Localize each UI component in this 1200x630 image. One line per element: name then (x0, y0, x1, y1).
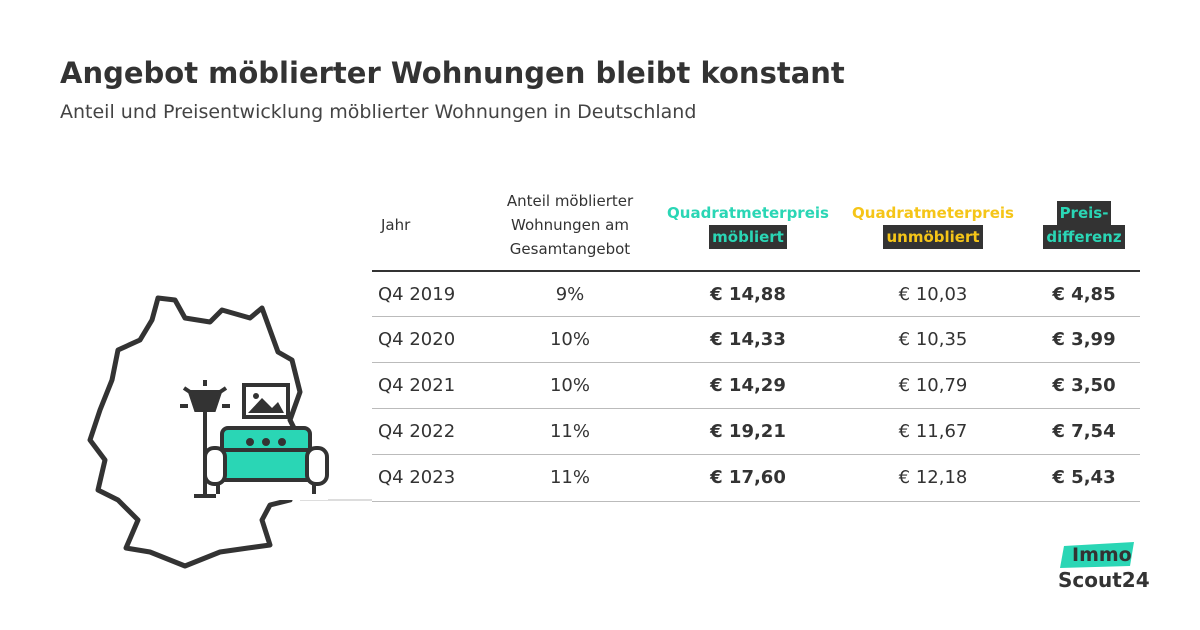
column-header: Quadratmeterpreis unmöbliert (838, 180, 1028, 270)
table-cell: € 3,50 (1052, 375, 1116, 396)
table-cell: 11% (549, 421, 590, 442)
column-header: Anteil möblierter Wohnungen am Gesamtangeb… (482, 180, 658, 270)
table-row: Q4 2019 9% € 14,88 € 10,03 € 4,85 (372, 270, 1140, 318)
table-cell: € 4,85 (1052, 284, 1116, 305)
table-row: Q4 2020 10% € 14,33 € 10,35 € 3,99 (372, 316, 1140, 363)
logo-top: Immo (1072, 544, 1132, 566)
table-cell: € 10,35 (898, 329, 968, 350)
table-cell: 10% (549, 375, 590, 396)
table-cell: € 17,60 (710, 467, 786, 488)
table-cell: Q4 2020 (378, 329, 456, 350)
table-cell: € 7,54 (1052, 421, 1116, 442)
header-line: Jahr (381, 216, 411, 234)
column-header: Quadratmeterpreis möbliert (658, 180, 838, 270)
column-header: Preis-differenz (1028, 180, 1140, 270)
table-cell: € 3,99 (1052, 329, 1116, 350)
logo-badge (1060, 542, 1134, 568)
title: Angebot möblierter Wohnungen bleibt kons… (60, 56, 845, 90)
header-line: Gesamtangebot (509, 240, 631, 258)
table-cell: Q4 2023 (378, 467, 456, 488)
table-cell: € 14,88 (710, 284, 786, 305)
header-line: unmöbliert (883, 225, 983, 249)
header-line: differenz (1043, 225, 1125, 249)
table-cell: € 5,43 (1052, 467, 1116, 488)
table-cell: € 10,03 (898, 284, 968, 305)
header-line: Anteil möblierter (506, 192, 634, 210)
sofa (203, 426, 329, 494)
table-cell: Q4 2019 (378, 284, 456, 305)
header-line: Quadratmeterpreis (667, 204, 829, 222)
table-cell: € 11,67 (898, 421, 968, 442)
header-line: Wohnungen am (511, 216, 629, 234)
table-cell: 9% (555, 284, 585, 305)
picture (242, 383, 290, 419)
header-line: Quadratmeterpreis (852, 204, 1014, 222)
table-cell: Q4 2021 (378, 375, 456, 396)
header-line: Preis- (1056, 201, 1112, 225)
map-outline (87, 295, 303, 569)
table-cell: € 10,79 (898, 375, 968, 396)
header-line: möbliert (709, 225, 787, 249)
subtitle: Anteil und Preisentwicklung möblierter W… (60, 101, 697, 123)
table-row: Q4 2023 11% € 17,60 € 12,18 € 5,43 (372, 454, 1140, 502)
table-cell: € 12,18 (898, 467, 968, 488)
table-cell: € 14,33 (710, 329, 786, 350)
column-header: Jahr (372, 180, 488, 270)
table-cell: 10% (549, 329, 590, 350)
logo-bottom: Scout24 (1058, 568, 1150, 592)
table-row: Q4 2022 11% € 19,21 € 11,67 € 7,54 (372, 408, 1140, 455)
table-row: Q4 2021 10% € 14,29 € 10,79 € 3,50 (372, 362, 1140, 409)
table-cell: Q4 2022 (378, 421, 456, 442)
table-cell: € 19,21 (710, 421, 786, 442)
table-cell: 11% (549, 467, 590, 488)
table-cell: € 14,29 (710, 375, 786, 396)
